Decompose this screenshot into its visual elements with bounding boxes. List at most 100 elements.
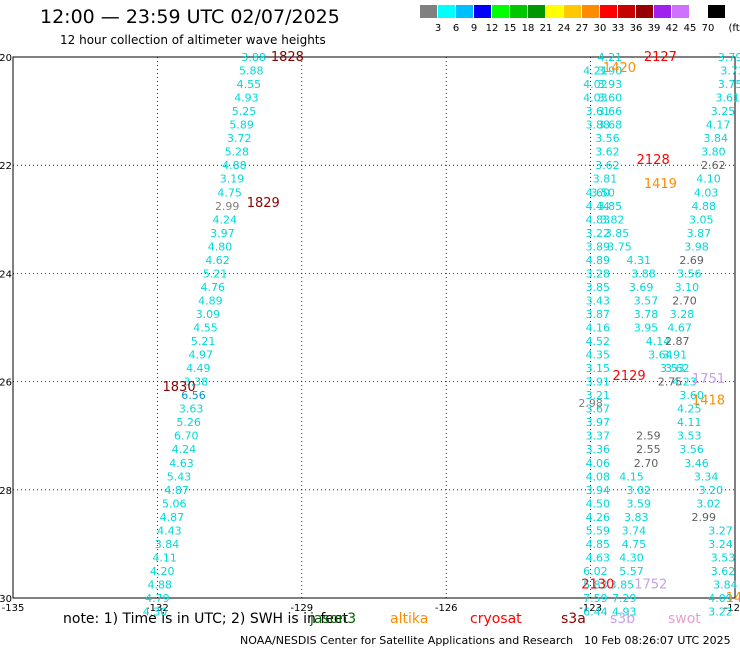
- data-label: 3.53: [677, 430, 702, 443]
- data-label: 3.05: [689, 213, 714, 226]
- legend-swatch: [474, 5, 492, 18]
- satellite-name-cryosat: cryosat: [470, 611, 522, 627]
- data-label: 4.88: [148, 578, 173, 591]
- data-label: 4.49: [186, 362, 211, 375]
- data-label: 4.43: [157, 524, 182, 537]
- plot-frame: [12, 56, 736, 599]
- data-label: 3.66: [598, 105, 623, 118]
- legend-tick-label: 70: [701, 23, 715, 34]
- data-label: 2.62: [701, 159, 726, 172]
- data-label: 3.60: [598, 92, 623, 105]
- legend-swatch: [582, 5, 600, 18]
- legend-tick-label: 45: [683, 23, 697, 34]
- legend-swatch: [600, 5, 618, 18]
- legend-tick-label: 15: [503, 23, 517, 34]
- data-label: 3.63: [179, 403, 204, 416]
- data-label: 4.83: [586, 213, 611, 226]
- data-label: 6.56: [181, 389, 206, 402]
- data-label: 4.93: [234, 92, 259, 105]
- data-label: 6.70: [174, 430, 199, 443]
- data-label: 4.11: [152, 551, 177, 564]
- x-tick-label: -129: [290, 603, 313, 614]
- legend-tick-label: 9: [470, 23, 478, 34]
- data-label: 4.09: [708, 592, 733, 605]
- data-label: 5.83: [583, 578, 608, 591]
- data-label: 2.70: [672, 294, 697, 307]
- data-label: 4.79: [145, 592, 170, 605]
- legend-swatch: [690, 5, 708, 18]
- data-label: 4.52: [586, 335, 611, 348]
- data-label: 4.63: [169, 457, 194, 470]
- data-label: 4.30: [619, 551, 644, 564]
- data-label: 4.35: [586, 349, 611, 362]
- data-label: 3.64: [648, 349, 673, 362]
- data-label: 3.21: [586, 389, 611, 402]
- x-tick-label: -123: [579, 603, 602, 614]
- data-label: 3.25: [711, 105, 736, 118]
- data-label: 3.80: [701, 146, 726, 159]
- legend-tick-label: 3: [434, 23, 442, 34]
- x-tick-label: -126: [435, 603, 458, 614]
- data-label: 5.21: [191, 335, 216, 348]
- data-label: 2128: [637, 153, 670, 168]
- data-label: 3.28: [586, 267, 611, 280]
- data-label: 3.93: [598, 78, 623, 91]
- data-label: 3.09: [196, 308, 221, 321]
- data-label: 3.57: [634, 294, 659, 307]
- data-label: 4.87: [164, 484, 189, 497]
- data-label: 4.31: [626, 254, 651, 267]
- data-label: 3.67: [586, 403, 611, 416]
- data-label: 3.84: [713, 578, 738, 591]
- data-label: 3.60: [679, 389, 704, 402]
- data-label: 4.89: [586, 254, 611, 267]
- data-label: 3.28: [670, 308, 695, 321]
- data-label: 4.85: [586, 538, 611, 551]
- satellite-name-jason3: jason3: [310, 611, 357, 627]
- data-label: 3.81: [593, 173, 618, 186]
- data-label: 4.50: [586, 497, 611, 510]
- legend-swatch: [672, 5, 690, 18]
- legend-tick-label: 21: [539, 23, 553, 34]
- legend-tick-label: 30: [593, 23, 607, 34]
- data-label: 4.26: [586, 511, 611, 524]
- data-label: 3.84: [703, 132, 728, 145]
- data-label: 3.94: [586, 484, 611, 497]
- data-label: 2130: [581, 577, 614, 592]
- data-label: 3.53: [660, 362, 685, 375]
- data-label: 4.97: [188, 349, 213, 362]
- data-label: 1829: [247, 196, 280, 211]
- data-label: 5.26: [176, 416, 201, 429]
- legend-tick-label: 12: [485, 23, 499, 34]
- data-label: 1830: [163, 380, 196, 395]
- data-label: 4.80: [208, 240, 233, 253]
- data-label: 2127: [644, 50, 677, 65]
- data-label: 3.91: [586, 376, 611, 389]
- legend-swatch: [708, 5, 726, 18]
- legend-tick-label: 42: [665, 23, 679, 34]
- data-label: 5.89: [229, 119, 254, 132]
- data-label: 3.27: [708, 524, 733, 537]
- data-label: 4.03: [583, 92, 608, 105]
- timestamp-text: 10 Feb 08:26:07 UTC 2025: [584, 634, 731, 647]
- data-label: 3.02: [626, 484, 651, 497]
- data-label: 4.16: [586, 322, 611, 335]
- data-label: 4.30: [143, 606, 168, 619]
- y-tick-label: -28: [0, 486, 12, 497]
- legend-tick-label: 27: [575, 23, 589, 34]
- data-label: 2.69: [679, 254, 704, 267]
- data-label: 3.61: [586, 105, 611, 118]
- satellite-name-s3b: s3b: [610, 611, 636, 627]
- data-label: 4.62: [205, 254, 230, 267]
- legend-tick-label: 6: [452, 23, 460, 34]
- data-label: 2.98: [578, 397, 603, 410]
- data-label: 2.99: [215, 200, 240, 213]
- data-label: 1751: [692, 372, 725, 387]
- data-label: 3.22: [586, 227, 611, 240]
- data-label: 2.87: [665, 335, 690, 348]
- data-label: 4.21: [598, 51, 623, 64]
- legend-tick-label: 24: [557, 23, 571, 34]
- data-label: 3.98: [684, 240, 709, 253]
- data-label: 3.62: [595, 159, 620, 172]
- data-label: 3.85: [610, 578, 635, 591]
- y-tick-label: -26: [0, 378, 12, 389]
